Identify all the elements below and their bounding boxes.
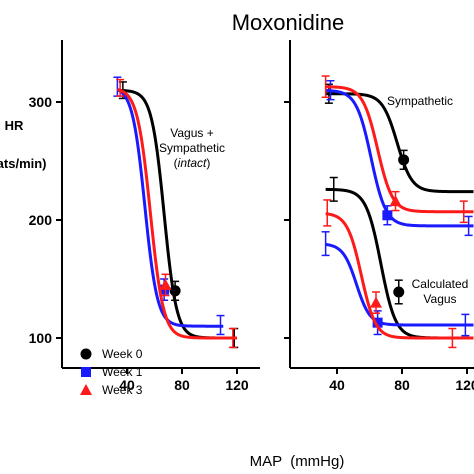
annotation-text: Sympathetic <box>387 94 453 108</box>
series-curve <box>325 212 474 340</box>
legend-marker <box>80 384 92 395</box>
data-point <box>398 154 410 166</box>
annotation-text: Calculated <box>412 277 469 291</box>
series-curve <box>325 242 474 327</box>
y-tick-label: 100 <box>29 330 53 346</box>
annotation-text: (intact) <box>174 156 211 170</box>
x-tick-label: 120 <box>455 377 474 393</box>
x-tick-label: 80 <box>394 377 410 393</box>
data-point <box>169 285 181 297</box>
y-tick-label: 200 <box>29 212 53 228</box>
annotation-part: ( <box>174 156 178 170</box>
x-tick-label: 40 <box>119 377 135 393</box>
legend-marker <box>81 367 91 377</box>
data-point <box>370 296 382 308</box>
legend: Week 0 Week 1 Week 3 <box>80 347 143 397</box>
x-axis-label: MAP (mmHg) <box>250 453 345 470</box>
series-curve <box>116 88 224 328</box>
annotation-text: Vagus + <box>170 126 213 140</box>
data-point <box>393 286 405 298</box>
legend-label: Week 0 <box>102 347 143 361</box>
series-curve <box>325 92 474 194</box>
annotation-text: Sympathetic <box>159 141 225 155</box>
legend-label: Week 1 <box>102 365 143 379</box>
y-axis-label-line1: HR <box>5 118 24 133</box>
y-axis-label-line2: beats/min) <box>0 156 47 171</box>
data-point <box>389 195 402 207</box>
left-panel: 100 200 300 40 80 120 Vagus +Sympathetic(intac… <box>29 40 260 393</box>
series-curve <box>116 87 237 340</box>
chart-title: Moxonidine <box>232 10 345 35</box>
data-point <box>382 210 393 221</box>
annotation-part: ) <box>206 156 210 170</box>
series-curve <box>325 88 474 228</box>
annotation-part: intact <box>178 156 207 170</box>
legend-marker <box>80 348 92 360</box>
data-point <box>372 317 383 328</box>
x-tick-label: 80 <box>174 377 190 393</box>
data-point <box>159 278 172 290</box>
x-tick-label: 40 <box>329 377 345 393</box>
annotation-text: Vagus <box>423 292 456 306</box>
y-tick-label: 300 <box>29 94 53 110</box>
x-tick-label: 120 <box>225 377 249 393</box>
legend-label: Week 3 <box>102 383 143 397</box>
